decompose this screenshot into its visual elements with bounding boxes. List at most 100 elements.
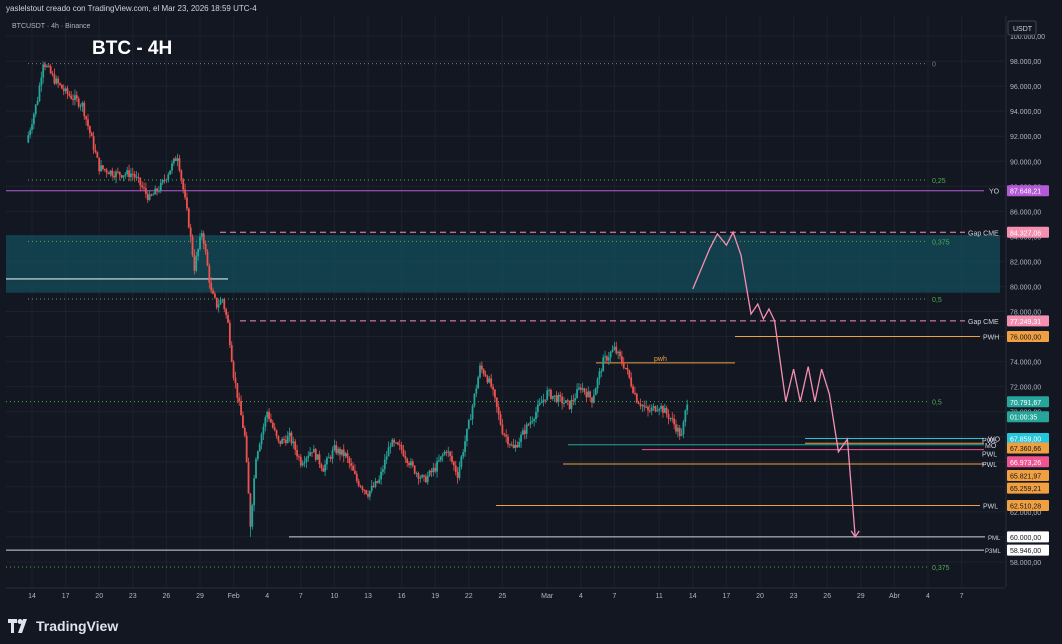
time-tick-label: 7	[299, 593, 303, 600]
candle-body	[161, 179, 164, 183]
currency-box	[1007, 20, 1037, 36]
pwl-label: PWL	[982, 452, 997, 459]
price-badge	[1007, 531, 1049, 543]
candle-body	[182, 179, 185, 190]
candle-body	[376, 481, 379, 483]
candle-body	[256, 451, 259, 460]
price-badge	[1007, 499, 1049, 511]
p3ml-label: P3ML	[985, 549, 1001, 555]
candle-body	[221, 299, 224, 301]
candle-body	[34, 104, 37, 115]
price-tick-label: 82.000,00	[1010, 259, 1041, 266]
tradingview-logo[interactable]: TradingView	[8, 618, 118, 634]
candle-body	[158, 190, 160, 192]
time-tick-label: 4	[926, 593, 930, 600]
candle-body	[600, 371, 603, 373]
candle-body	[460, 456, 463, 467]
candle-body	[550, 389, 552, 399]
candle-body	[225, 309, 228, 316]
candle-body	[447, 451, 450, 453]
candle-body	[671, 418, 674, 420]
candle-body	[389, 446, 392, 448]
candle-body	[417, 473, 420, 479]
candle-body	[57, 78, 60, 84]
price-badge-text: 77.249,31	[1010, 319, 1041, 326]
candle-body	[398, 444, 401, 446]
candle-body	[482, 369, 485, 375]
candle-body	[172, 158, 175, 164]
candle-body	[32, 114, 35, 125]
candle-body	[393, 439, 396, 443]
candle-body	[408, 463, 410, 466]
candle-body	[327, 457, 330, 459]
candle-body	[31, 124, 33, 131]
candle-body	[72, 98, 74, 100]
candle-body	[167, 174, 170, 180]
candle-body	[609, 352, 612, 358]
time-tick-label: 20	[95, 593, 103, 600]
candle-body	[589, 391, 592, 398]
candle-body	[186, 197, 188, 209]
candle-body	[53, 74, 56, 84]
candle-body	[96, 152, 99, 158]
candle-body	[197, 249, 200, 257]
candle-body	[44, 64, 46, 67]
fib-level-label: 0,375	[932, 239, 950, 246]
candle-body	[458, 466, 461, 478]
candle-body	[611, 349, 614, 353]
candle-body	[329, 457, 332, 459]
candle-body	[495, 397, 498, 408]
candle-body	[432, 467, 435, 473]
candle-body	[568, 400, 571, 409]
candle-body	[378, 479, 381, 483]
candle-body	[124, 174, 127, 176]
fib-level-label: 0,25	[932, 178, 946, 185]
candle-body	[232, 361, 235, 378]
candle-body	[49, 66, 52, 74]
price-badge-text: 76.000,00	[1010, 335, 1041, 342]
candle-body	[342, 449, 345, 457]
candle-body	[383, 459, 386, 470]
candle-body	[113, 175, 116, 178]
candle-body	[553, 395, 556, 397]
candle-body	[598, 371, 601, 379]
candle-body	[466, 428, 468, 442]
candle-body	[395, 442, 397, 444]
candle-body	[594, 388, 597, 396]
time-tick-label: 4	[265, 593, 269, 600]
candle-body	[251, 505, 254, 527]
projection-arrow-head	[850, 530, 860, 539]
time-tick-label: Feb	[228, 593, 240, 600]
price-badge-text: 87.648,21	[1010, 189, 1041, 196]
candle-body	[337, 448, 340, 454]
candle-body	[118, 171, 121, 176]
pwl-label: PWL	[982, 438, 997, 445]
weekly-open-label: WO	[988, 437, 1001, 444]
candle-body	[277, 435, 280, 441]
candle-body	[663, 407, 666, 413]
candle-body	[318, 454, 321, 465]
candle-body	[64, 88, 67, 92]
candle-body	[566, 400, 569, 402]
candle-body	[102, 165, 104, 169]
time-tick-label: 17	[62, 593, 70, 600]
candle-body	[484, 374, 487, 377]
candle-body	[81, 102, 84, 107]
candle-body	[98, 157, 101, 172]
fib-level-label: 0,375	[932, 565, 950, 572]
candle-body	[396, 442, 399, 445]
candle-body	[645, 406, 648, 408]
candle-body	[607, 357, 610, 361]
candle-body	[344, 453, 347, 457]
candle-body	[322, 468, 325, 472]
candle-body	[219, 300, 222, 305]
price-tick-label: 78.000,00	[1010, 310, 1041, 317]
candle-body	[270, 419, 272, 423]
time-tick-label: 26	[163, 593, 171, 600]
candle-body	[107, 172, 110, 175]
candle-body	[667, 413, 670, 419]
candle-body	[109, 170, 112, 175]
candle-body	[206, 251, 209, 266]
candle-body	[680, 434, 683, 436]
